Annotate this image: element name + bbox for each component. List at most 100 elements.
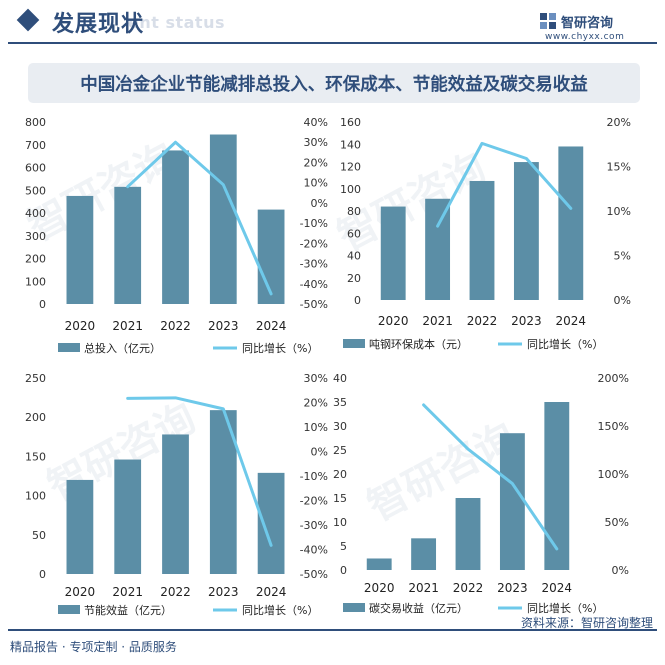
footer-rule xyxy=(8,629,657,631)
y-left-tick-label: 60 xyxy=(347,227,361,240)
y-left-tick-label: 500 xyxy=(25,184,46,197)
logo-mark-icon xyxy=(540,13,556,29)
y-right-tick-label: 0% xyxy=(614,294,631,307)
bar xyxy=(380,206,406,300)
y-right-tick-label: 15% xyxy=(607,161,631,174)
header-rule xyxy=(8,42,657,44)
header-ghost-text: ent status xyxy=(128,13,225,32)
y-right-tick-label: 200% xyxy=(598,372,629,385)
y-left-tick-label: 40 xyxy=(333,372,347,385)
x-tick-label: 2023 xyxy=(208,585,239,599)
y-right-tick-label: 20% xyxy=(304,156,328,169)
y-left-tick-label: 250 xyxy=(25,372,46,385)
y-right-tick-label: 0% xyxy=(311,197,328,210)
y-left-tick-label: 35 xyxy=(333,396,347,409)
chart-carbon-trading-revenue: 0 5 10 15 20 25 30 35 40 0% 50% 100% 150% 200% 2020 202… xyxy=(333,368,655,618)
bar xyxy=(209,134,237,304)
legend-label-bar: 碳交易收益（亿元） xyxy=(369,601,468,615)
legend-label-bar: 总投入（亿元） xyxy=(84,341,161,355)
legend-swatch-bar xyxy=(343,339,365,348)
x-tick-label: 2020 xyxy=(65,585,96,599)
legend-label-line: 同比增长（%） xyxy=(242,603,318,617)
y-right-tick-label: -20% xyxy=(300,495,328,508)
x-tick-label: 2021 xyxy=(422,314,453,328)
line-series xyxy=(436,141,573,228)
bar xyxy=(425,198,451,300)
y-right-tick-label: -10% xyxy=(300,217,328,230)
y-right-tick-label: 30% xyxy=(304,136,328,149)
y-right-tick-label: 100% xyxy=(598,468,629,481)
legend-label-bar: 节能效益（亿元） xyxy=(84,603,172,617)
y-right-tick-label: 0% xyxy=(311,446,328,459)
y-left-tick-label: 5 xyxy=(340,540,347,553)
logo-name: 智研咨询 xyxy=(561,16,614,31)
y-left-tick-label: 0 xyxy=(39,298,46,311)
y-left-tick-label: 10 xyxy=(333,516,347,529)
y-left-tick-label: 15 xyxy=(333,492,347,505)
footer-slogan: 精品报告 · 专项定制 · 品质服务 xyxy=(10,640,177,654)
y-right-tick-label: 10% xyxy=(607,205,631,218)
bar xyxy=(366,558,392,570)
line-series xyxy=(126,140,273,296)
y-left-tick-label: 120 xyxy=(340,161,361,174)
y-left-tick-label: 50 xyxy=(32,529,46,542)
y-left-tick-label: 100 xyxy=(25,275,46,288)
y-right-tick-label: 10% xyxy=(304,177,328,190)
x-tick-label: 2022 xyxy=(160,319,191,333)
legend-swatch-bar xyxy=(58,343,80,352)
bar xyxy=(558,146,584,300)
chart-svg: 0 50 100 150 200 250 -50% -40% -30% -20% -10% 0% 10%… xyxy=(25,372,328,617)
y-right-tick-label: -20% xyxy=(300,237,328,250)
y-right-tick-label: -50% xyxy=(300,568,328,581)
y-left-tick-label: 80 xyxy=(347,205,361,218)
y-left-tick-label: 700 xyxy=(25,139,46,152)
x-tick-label: 2022 xyxy=(453,581,484,595)
x-tick-label: 2024 xyxy=(256,319,287,333)
legend-label-bar: 吨钢环保成本（元） xyxy=(369,337,468,351)
x-tick-label: 2024 xyxy=(542,581,573,595)
brand-logo: 智研咨询 www.chyxx.com xyxy=(539,10,649,44)
chart-title: 中国冶金企业节能减排总投入、环保成本、节能效益及碳交易收益 xyxy=(80,75,588,95)
header: ent status 发展现状 智研咨询 www.chyxx.com xyxy=(0,0,665,50)
y-left-tick-label: 0 xyxy=(39,568,46,581)
bar xyxy=(469,180,495,300)
y-right-tick-label: 5% xyxy=(614,250,631,263)
chart-svg: 0 100 200 300 400 500 600 700 800 -50% -40% -30% -20… xyxy=(25,116,328,355)
y-left-tick-label: 100 xyxy=(25,490,46,503)
y-left-tick-label: 160 xyxy=(340,116,361,129)
chart-env-cost-per-ton: 0 20 40 60 80 100 120 140 160 0% 5% 10% 15% 20% 2020 20… xyxy=(333,112,655,368)
y-left-tick-label: 200 xyxy=(25,411,46,424)
y-left-tick-label: 400 xyxy=(25,207,46,220)
x-tick-label: 2024 xyxy=(256,585,287,599)
y-left-tick-label: 40 xyxy=(347,250,361,263)
y-right-tick-label: 150% xyxy=(598,420,629,433)
x-tick-label: 2021 xyxy=(112,585,143,599)
section-title: 发展现状 xyxy=(52,12,145,37)
title-box: 中国冶金企业节能减排总投入、环保成本、节能效益及碳交易收益 xyxy=(28,63,640,103)
bar xyxy=(162,150,189,304)
chart-energy-saving-benefit: 0 50 100 150 200 250 -50% -40% -30% -20% -10% 0% 10%… xyxy=(10,368,332,618)
line-series xyxy=(126,396,273,547)
logo-url: www.chyxx.com xyxy=(545,32,625,42)
chart-svg: 0 20 40 60 80 100 120 140 160 0% 5% 10% 15% 20% 2020 20… xyxy=(340,116,631,351)
y-left-tick-label: 600 xyxy=(25,162,46,175)
y-left-tick-label: 100 xyxy=(340,183,361,196)
y-right-tick-label: 0% xyxy=(612,564,629,577)
y-left-tick-label: 200 xyxy=(25,253,46,266)
x-tick-label: 2023 xyxy=(497,581,528,595)
legend-swatch-bar xyxy=(58,605,80,614)
diamond-icon xyxy=(16,8,40,32)
y-right-tick-label: -40% xyxy=(300,544,328,557)
chart-total-investment: 0 100 200 300 400 500 600 700 800 -50% -40% -30% -20… xyxy=(10,112,332,368)
bar xyxy=(257,472,285,574)
bar xyxy=(513,162,539,300)
y-right-tick-label: 50% xyxy=(605,516,629,529)
y-right-tick-label: 30% xyxy=(304,372,328,385)
data-source: 资料来源：智研咨询整理 xyxy=(520,616,653,630)
bar xyxy=(455,498,481,570)
bar xyxy=(411,538,437,570)
y-right-tick-label: -10% xyxy=(300,470,328,483)
x-tick-label: 2021 xyxy=(112,319,143,333)
y-right-tick-label: -30% xyxy=(300,519,328,532)
legend-label-line: 同比增长（%） xyxy=(527,337,603,351)
